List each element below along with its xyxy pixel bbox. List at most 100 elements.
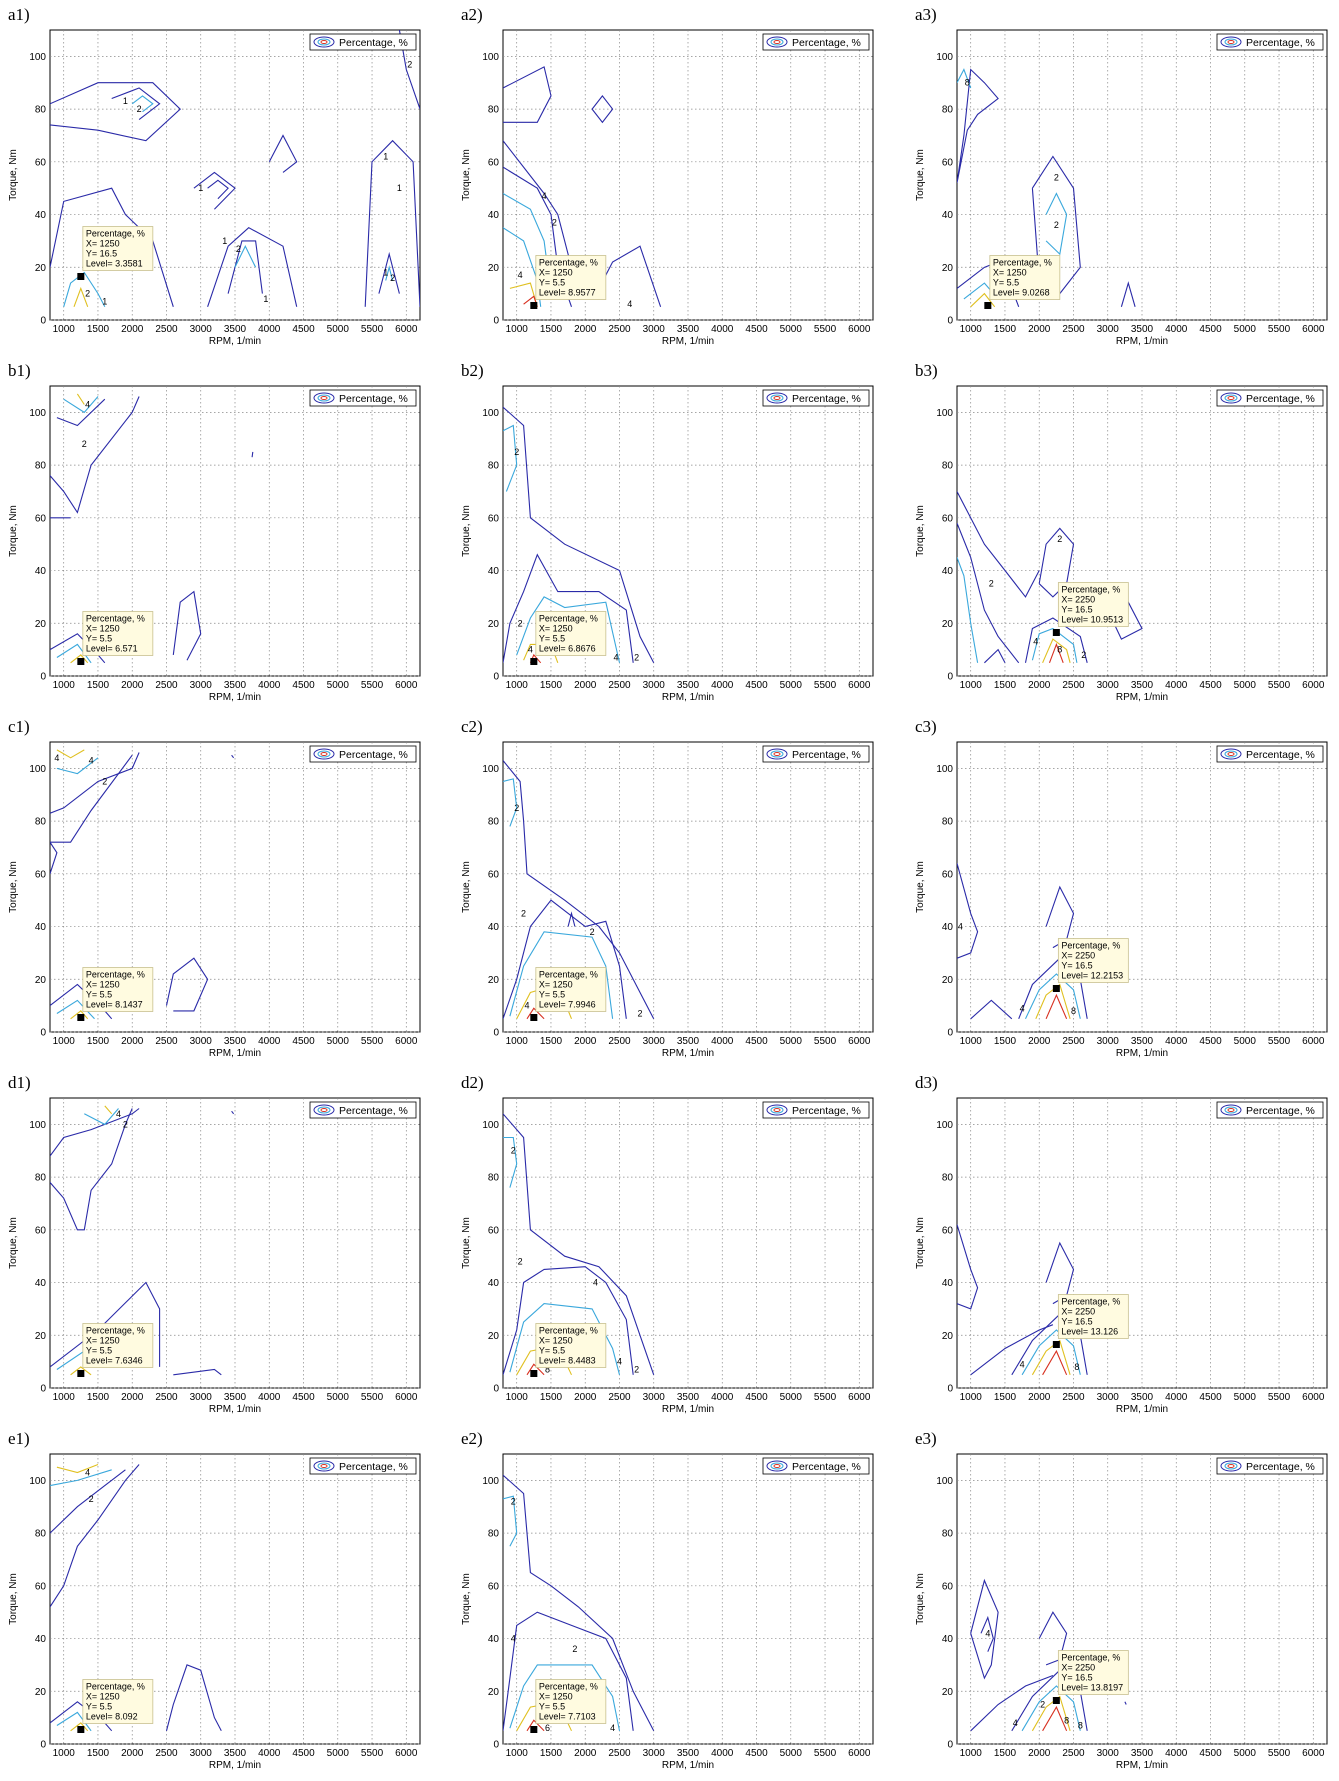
datatip-marker[interactable] — [530, 658, 538, 665]
contour-line — [957, 68, 972, 89]
legend-contour-icon — [1220, 36, 1242, 48]
datatip-marker[interactable] — [530, 1014, 538, 1021]
x-tick-label: 3000 — [190, 680, 213, 691]
contour-level-label: 8 — [1078, 1721, 1083, 1731]
y-tick-label: 100 — [936, 1120, 953, 1131]
contour-line — [509, 931, 614, 1019]
x-tick-label: 5500 — [814, 1748, 837, 1759]
datatip-marker[interactable] — [530, 1370, 538, 1377]
datatip-marker[interactable] — [1052, 1697, 1060, 1704]
x-tick-label: 4000 — [1165, 1748, 1188, 1759]
x-tick-label: 2500 — [1062, 1748, 1085, 1759]
y-tick-label: 60 — [35, 513, 47, 524]
x-tick-label: 2500 — [155, 1748, 178, 1759]
datatip-marker[interactable] — [77, 1370, 85, 1377]
contour-level-label: 4 — [593, 1278, 598, 1288]
contour-line — [1042, 1705, 1068, 1732]
x-tick-label: 3500 — [1131, 1392, 1154, 1403]
datatip-marker[interactable] — [77, 1014, 85, 1021]
x-tick-label: 3000 — [1097, 680, 1120, 691]
x-tick-label: 1000 — [960, 1036, 983, 1047]
legend-box — [1216, 33, 1324, 51]
datatip-marker[interactable] — [1052, 629, 1060, 636]
x-tick-label: 4000 — [711, 1036, 734, 1047]
x-axis-label: RPM, 1/min — [1116, 1404, 1168, 1415]
x-tick-label: 4000 — [258, 1036, 281, 1047]
x-axis-label: RPM, 1/min — [662, 1404, 714, 1415]
contour-level-label: 2 — [514, 447, 519, 457]
datatip-marker[interactable] — [530, 302, 538, 309]
y-tick-label: 20 — [942, 975, 954, 986]
x-tick-label: 3500 — [677, 1748, 700, 1759]
contour-level-label: 2 — [85, 289, 90, 299]
panel-label: a1) — [8, 5, 30, 24]
x-tick-label: 6000 — [848, 324, 871, 335]
datatip-marker[interactable] — [77, 273, 85, 280]
datatip-marker[interactable] — [984, 302, 992, 309]
contour-level-label: 4 — [1013, 1718, 1018, 1728]
contour-line — [50, 1469, 112, 1487]
x-tick-label: 5500 — [814, 680, 837, 691]
x-tick-label: 1500 — [87, 1748, 110, 1759]
y-tick-label: 80 — [488, 1173, 500, 1184]
y-axis-label: Torque, Nm — [461, 1573, 472, 1625]
contour-level-label: 1 — [123, 96, 128, 106]
x-tick-label: 4000 — [1165, 324, 1188, 335]
y-axis-label: Torque, Nm — [8, 1217, 19, 1269]
x-tick-label: 3500 — [1131, 324, 1154, 335]
datatip-box — [82, 611, 154, 656]
datatip-marker[interactable] — [1052, 985, 1060, 992]
datatip-marker[interactable] — [77, 658, 85, 665]
x-tick-label: 5000 — [327, 1392, 350, 1403]
y-tick-label: 60 — [488, 1225, 500, 1236]
y-tick-label: 80 — [942, 1173, 954, 1184]
datatip-level: Level= 8.4483 — [539, 1356, 596, 1366]
y-tick-label: 0 — [493, 1740, 499, 1751]
legend-box — [762, 1101, 870, 1119]
datatip-marker[interactable] — [1052, 1341, 1060, 1348]
x-tick-label: 4000 — [1165, 680, 1188, 691]
datatip-marker[interactable] — [77, 1726, 85, 1733]
x-tick-label: 2000 — [1028, 324, 1051, 335]
datatip-title: Percentage, % — [539, 258, 598, 268]
contour-lines — [503, 1113, 655, 1376]
x-tick-label: 1500 — [994, 1748, 1017, 1759]
y-tick-label: 60 — [35, 869, 47, 880]
legend-contour-icon — [1224, 1462, 1238, 1470]
x-tick-label: 1000 — [506, 1036, 529, 1047]
legend: Percentage, % — [1216, 389, 1324, 407]
datatip-y: Y= 5.5 — [86, 1346, 112, 1356]
datatip-marker[interactable] — [530, 1726, 538, 1733]
x-tick-label: 2500 — [1062, 680, 1085, 691]
x-tick-label: 5000 — [327, 680, 350, 691]
contour-panel-4: b2)1000 1500 2000 2500 3000 3500 4000 4500 5000 5… — [461, 361, 874, 703]
x-tick-label: 5000 — [1234, 324, 1257, 335]
legend-contour-icon — [766, 36, 788, 48]
x-tick-label: 6000 — [848, 1036, 871, 1047]
y-tick-label: 0 — [947, 672, 953, 683]
legend: Percentage, % — [309, 745, 417, 763]
y-tick-label: 100 — [482, 764, 499, 775]
contour-lines — [50, 1463, 222, 1732]
y-tick-label: 40 — [488, 566, 500, 577]
x-tick-label: 5500 — [1268, 1748, 1291, 1759]
datatip-box — [535, 1679, 607, 1724]
contour-line — [1024, 617, 1088, 663]
datatip-x: X= 1250 — [539, 268, 573, 278]
legend-contour-icon — [1227, 1108, 1235, 1112]
